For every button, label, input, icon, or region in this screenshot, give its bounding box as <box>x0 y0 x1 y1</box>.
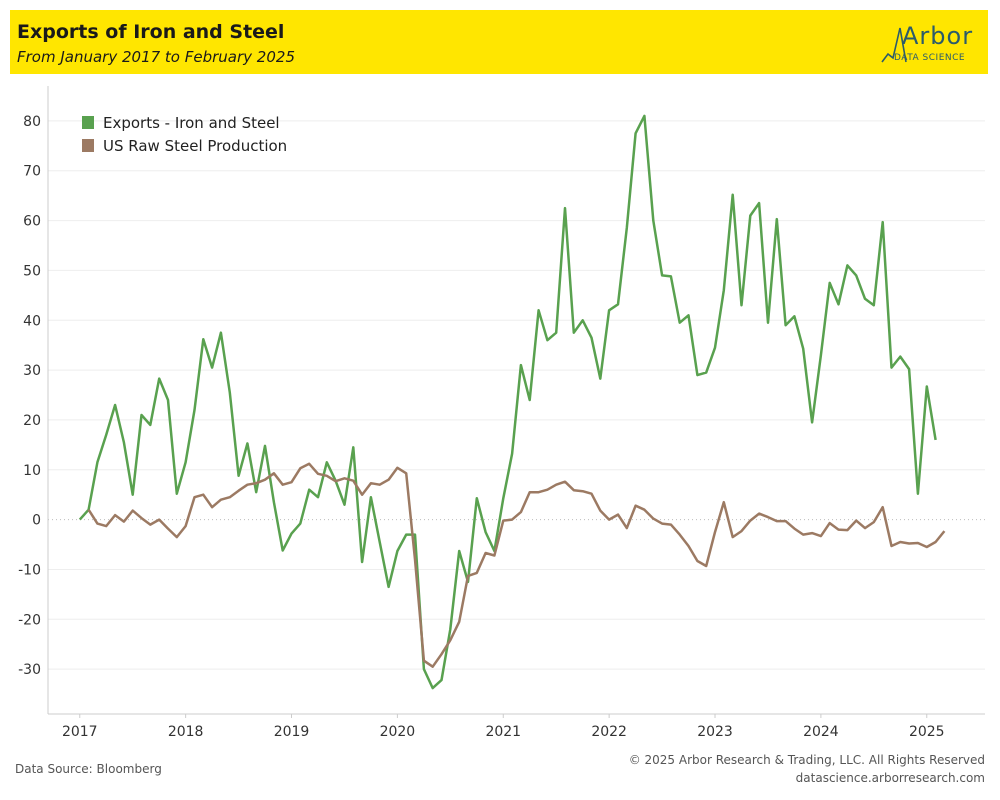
y-tick-label: 10 <box>23 463 41 479</box>
arbor-logo: Arbor DATA SCIENCE <box>880 22 980 68</box>
y-tick-label: -20 <box>18 612 41 628</box>
x-tick-label: 2025 <box>909 724 945 740</box>
x-tick-label: 2021 <box>485 724 521 740</box>
x-tick-label: 2024 <box>803 724 839 740</box>
legend-label: US Raw Steel Production <box>103 137 287 155</box>
series-line-exports <box>78 114 937 690</box>
x-tick-label: 2018 <box>168 724 204 740</box>
copyright: © 2025 Arbor Research & Trading, LLC. Al… <box>628 753 985 767</box>
series-lines <box>78 114 946 690</box>
y-tick-label: 60 <box>23 214 41 230</box>
y-tick-label: -30 <box>18 662 41 678</box>
y-tick-label: 30 <box>23 363 41 379</box>
legend-label: Exports - Iron and Steel <box>103 114 280 132</box>
y-tick-label: 50 <box>23 263 41 279</box>
y-tick-label: 80 <box>23 114 41 130</box>
header-banner: Exports of Iron and Steel From January 2… <box>10 10 988 74</box>
x-tick-label: 2023 <box>697 724 733 740</box>
y-tick-label: 40 <box>23 313 41 329</box>
line-chart: -30 -20 -10 0 10 20 30 40 50 60 70 80 2017 2018 2019 20… <box>18 86 985 740</box>
y-tick-label: 0 <box>32 513 41 529</box>
website: datascience.arborresearch.com <box>795 771 985 785</box>
y-tick-label: 20 <box>23 413 41 429</box>
legend-swatch <box>82 139 94 152</box>
y-tick-label: -10 <box>18 562 41 578</box>
logo-mark-icon <box>881 27 907 63</box>
axes: -30 -20 -10 0 10 20 30 40 50 60 70 80 2017 2018 2019 20… <box>18 86 985 740</box>
x-tick-label: 2020 <box>380 724 416 740</box>
grid-lines <box>48 120 985 670</box>
legend-swatch <box>82 116 94 129</box>
x-tick-label: 2019 <box>274 724 310 740</box>
x-tick-label: 2017 <box>62 724 98 740</box>
data-source: Data Source: Bloomberg <box>15 762 162 776</box>
x-tick-label: 2022 <box>591 724 627 740</box>
chart-title: Exports of Iron and Steel <box>17 21 285 43</box>
logo-name: Arbor <box>902 22 974 50</box>
legend: Exports - Iron and Steel US Raw Steel Pro… <box>82 114 287 155</box>
logo-subtitle: DATA SCIENCE <box>894 53 966 63</box>
chart-subtitle: From January 2017 to February 2025 <box>17 48 295 66</box>
series-line-steel-production <box>87 462 946 668</box>
y-tick-label: 70 <box>23 164 41 180</box>
